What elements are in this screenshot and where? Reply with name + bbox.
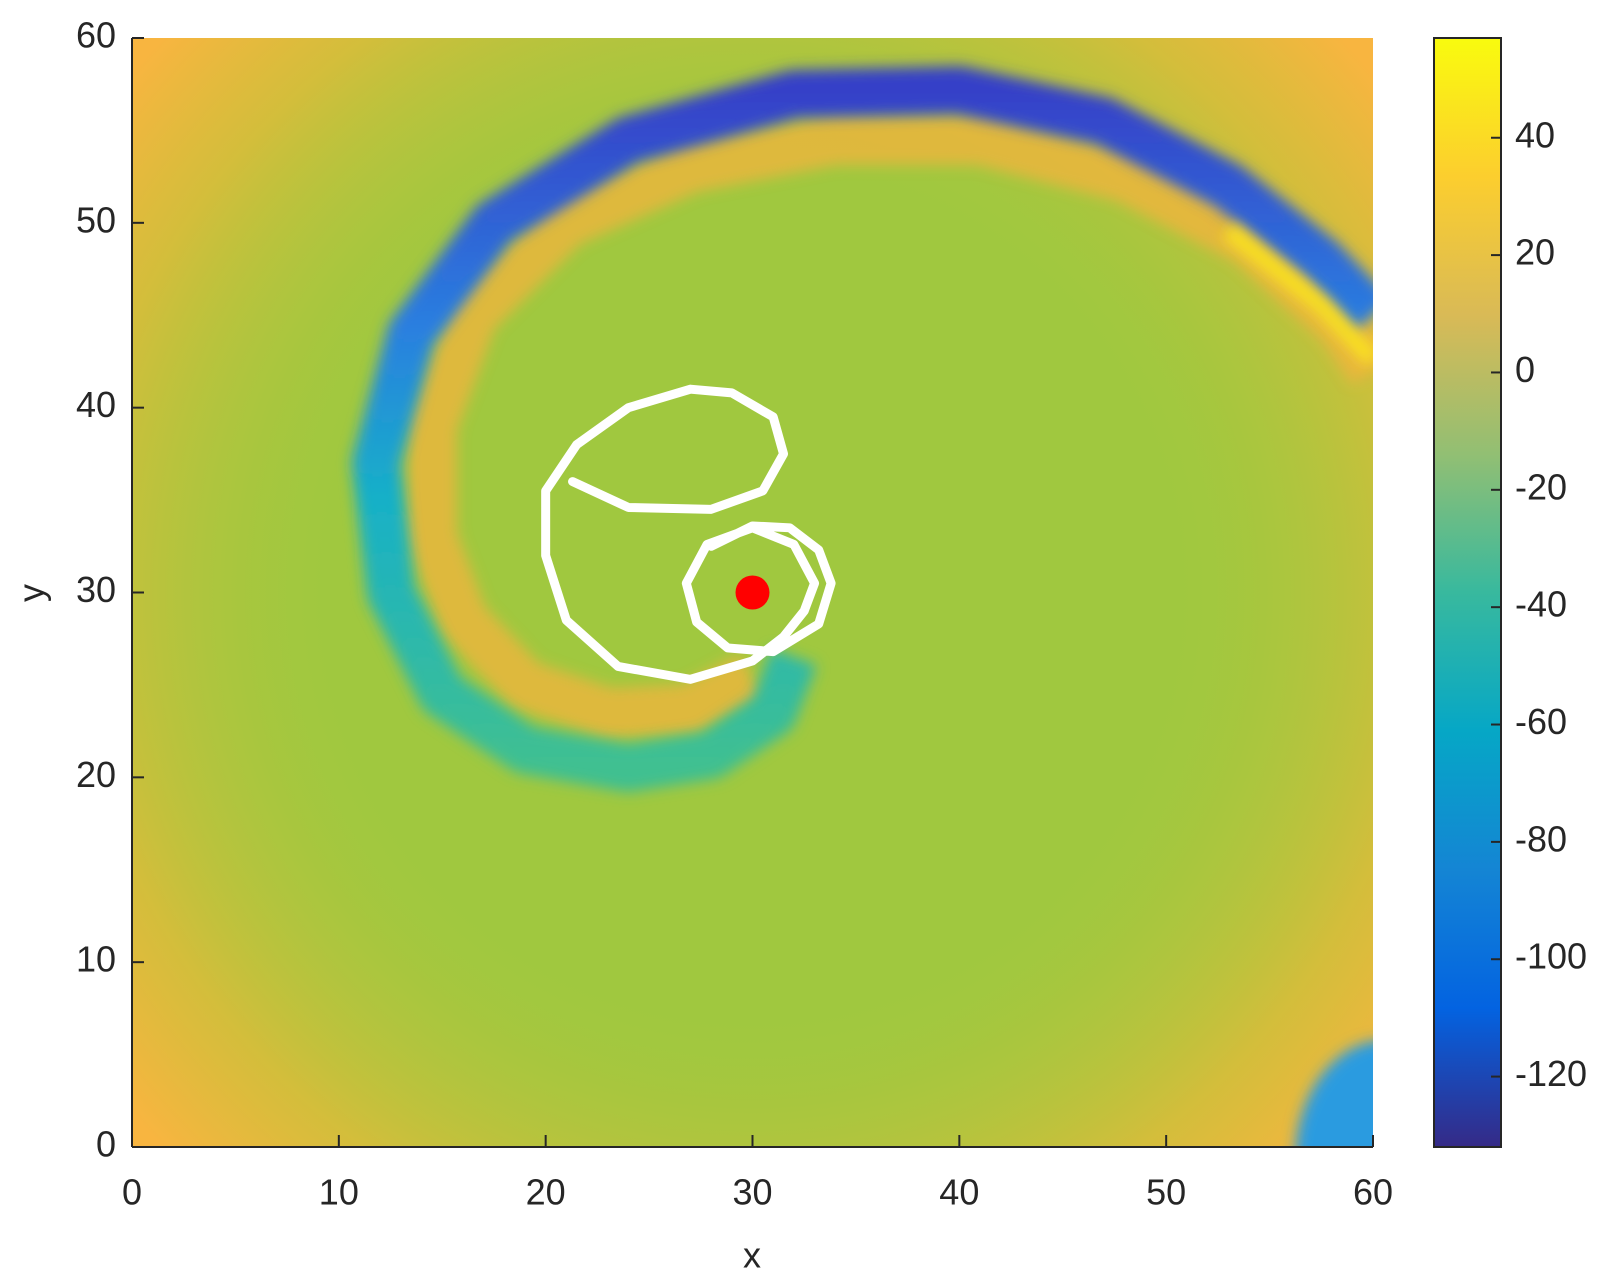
colorbar-tick-label: -100	[1515, 936, 1587, 977]
y-tick-label: 40	[76, 384, 116, 425]
x-tick-label: 30	[732, 1172, 772, 1213]
y-tick-label: 50	[76, 199, 116, 240]
colorbar-tick-label: -120	[1515, 1053, 1587, 1094]
corner-wave	[1295, 1041, 1373, 1147]
marker	[735, 575, 770, 610]
field	[132, 38, 1373, 1147]
colorbar-tick-label: 20	[1515, 232, 1555, 273]
y-axis-label: y	[11, 584, 52, 602]
y-tick-label: 60	[76, 15, 116, 56]
colorbar	[1433, 37, 1502, 1148]
colorbar-tick-label: -60	[1515, 701, 1567, 742]
x-tick-label: 40	[939, 1172, 979, 1213]
x-tick-label: 20	[526, 1172, 566, 1213]
wave-back	[352, 66, 1373, 792]
x-axis-label: x	[743, 1235, 761, 1276]
y-tick-label: 0	[96, 1124, 116, 1165]
x-tick-label: 50	[1146, 1172, 1186, 1213]
wave-edge	[1222, 222, 1373, 367]
colorbar-tick-label: -40	[1515, 584, 1567, 625]
x-tick-label: 10	[319, 1172, 359, 1213]
colorbar-tick-label: 40	[1515, 114, 1555, 155]
colorbar-tick-label: -20	[1515, 466, 1567, 507]
y-tick-label: 20	[76, 754, 116, 795]
trajectory	[541, 384, 836, 684]
colorbar-tick-label: -80	[1515, 818, 1567, 859]
x-tick-label: 60	[1353, 1172, 1393, 1213]
colorbar-tick-label: 0	[1515, 349, 1535, 390]
y-tick-label: 30	[76, 569, 116, 610]
y-tick-label: 10	[76, 939, 116, 980]
wave-front	[407, 115, 1373, 738]
x-tick-label: 0	[122, 1172, 142, 1213]
